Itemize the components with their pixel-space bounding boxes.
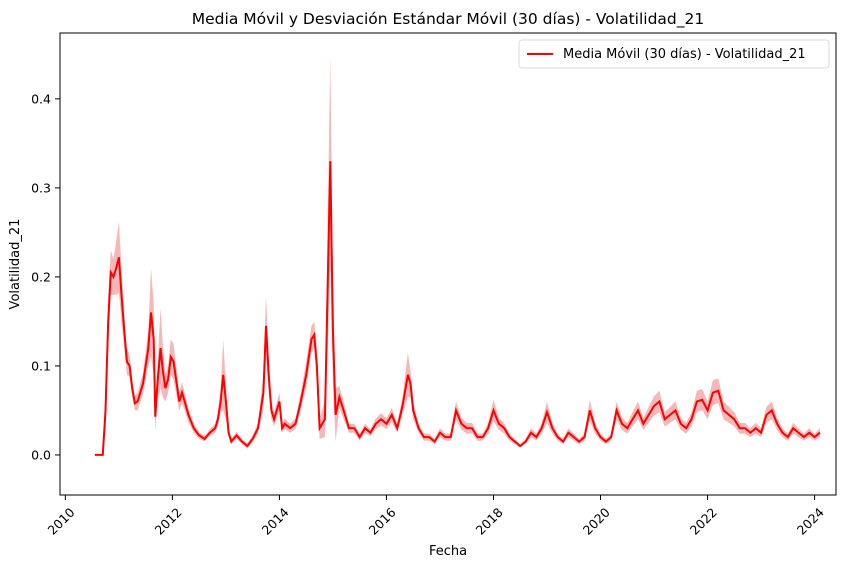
plot-area <box>94 56 821 456</box>
series-line <box>94 161 821 456</box>
x-axis-label: Fecha <box>429 544 467 559</box>
y-tick-label: 0.1 <box>31 358 51 373</box>
plot-frame <box>59 32 837 496</box>
legend-label: Media Móvil (30 días) - Volatilidad_21 <box>563 47 806 62</box>
y-axis: 0.0 0.1 0.2 0.3 0.4 <box>31 91 60 462</box>
legend: Media Móvil (30 días) - Volatilidad_21 <box>518 39 830 69</box>
legend-box <box>518 39 830 69</box>
y-tick-label: 0.3 <box>31 180 51 195</box>
y-tick-label: 0.0 <box>31 447 51 462</box>
y-tick-label: 0.2 <box>31 269 51 284</box>
chart-title: Media Móvil y Desviación Estándar Móvil … <box>192 10 704 29</box>
y-tick-label: 0.4 <box>31 91 51 106</box>
y-axis-label: Volatilidad_21 <box>8 219 23 310</box>
